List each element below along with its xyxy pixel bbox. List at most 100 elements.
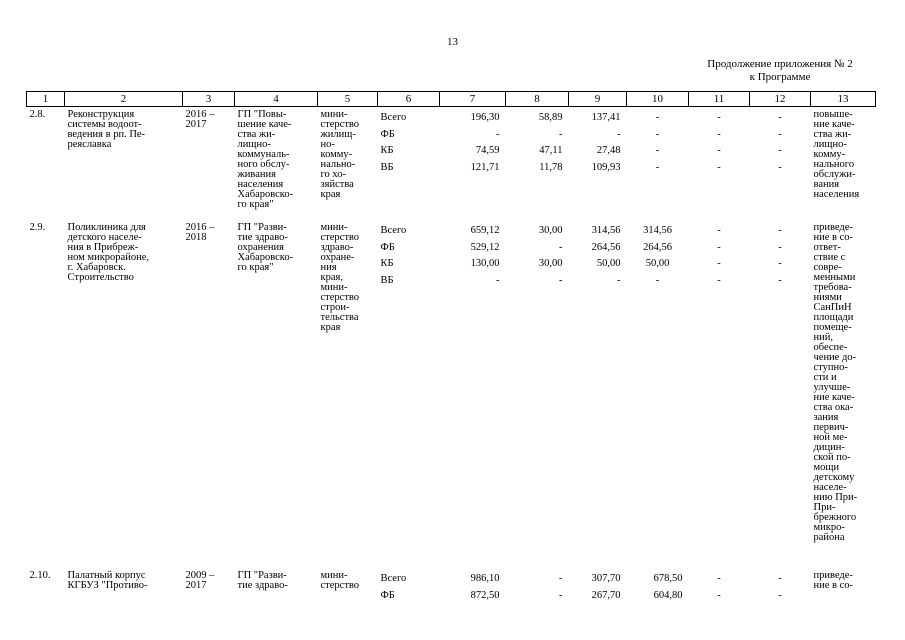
value-cell: 307,70	[591, 573, 621, 584]
value-cell: -	[717, 573, 721, 584]
executor: мини- стерство здраво- охране- ния края,…	[320, 222, 360, 333]
expected-result: приведе- ние в со- ответ- ствие с совре-…	[813, 222, 858, 543]
header-cell: 8	[505, 91, 569, 107]
value-cell: -	[559, 128, 563, 140]
period: 2009 – 2017	[185, 570, 215, 591]
value-cell: 264,56	[591, 241, 621, 253]
col11-values: - -	[689, 568, 750, 611]
value-cell: 986,10	[470, 573, 500, 584]
state-program: ГП "Разви- тие здраво-	[237, 570, 288, 591]
source-label: КБ	[380, 145, 394, 156]
value-cell: -	[496, 274, 500, 286]
table-row: 2.10. Палатный корпус КГБУЗ "Противо- 20…	[27, 568, 876, 611]
value-cell: -	[655, 128, 660, 140]
col8-values: 30,00 - 30,00 -	[506, 220, 569, 568]
value-cell: -	[717, 241, 721, 253]
value-cell: 109,93	[591, 161, 621, 173]
state-program: ГП "Повы- шение каче- ства жи- лищно- ко…	[237, 109, 294, 210]
col9-values: 314,56 264,56 50,00 -	[569, 220, 627, 568]
value-cell: 30,00	[538, 225, 563, 236]
col11-values: - - - -	[689, 220, 750, 568]
value-cell: -	[778, 145, 782, 156]
col8-values: - -	[506, 568, 569, 611]
funding-sources: Всего ФБ	[378, 568, 440, 611]
header-cell: 4	[234, 91, 318, 107]
header-cell: 3	[182, 91, 235, 107]
value-cell: -	[717, 589, 721, 601]
value-cell: 678,50	[653, 573, 683, 584]
value-cell: -	[717, 274, 721, 286]
page-number: 13	[447, 36, 458, 48]
value-cell: 30,00	[538, 258, 563, 269]
period: 2016 – 2018	[185, 222, 215, 243]
value-cell: 50,00	[596, 258, 621, 269]
col7-values: 196,30 - 74,59 121,71	[440, 107, 506, 221]
col10-values: 678,50 604,80	[627, 568, 689, 611]
header-cell: 9	[568, 91, 627, 107]
row-number: 2.10.	[29, 570, 51, 581]
value-cell: -	[778, 241, 782, 253]
value-cell: -	[717, 112, 721, 123]
header-row: 1 2 3 4 5 6 7 8 9 10 11 12 13	[26, 91, 876, 107]
col7-values: 659,12 529,12 130,00 -	[440, 220, 506, 568]
value-cell: -	[778, 258, 782, 269]
continuation-subtitle: к Программе	[749, 71, 811, 83]
value-cell: 529,12	[470, 241, 500, 253]
value-cell: -	[778, 161, 782, 173]
col12-values: - - - -	[750, 107, 811, 221]
value-cell: -	[717, 258, 721, 269]
header-cell: 5	[317, 91, 378, 107]
value-cell: -	[559, 241, 563, 253]
value-cell: 267,70	[591, 589, 621, 601]
continuation-heading: Продолжение приложения № 2 к Программе	[690, 58, 870, 84]
value-cell: -	[717, 161, 721, 173]
value-cell: 314,56	[591, 225, 621, 236]
value-cell: -	[717, 128, 721, 140]
continuation-title: Продолжение приложения № 2	[707, 58, 853, 70]
header-cell: 1	[26, 91, 65, 107]
row-number: 2.9.	[29, 222, 46, 233]
value-cell: 58,89	[538, 112, 563, 123]
col11-values: - - - -	[689, 107, 750, 221]
value-cell: -	[559, 274, 563, 286]
value-cell: -	[717, 225, 721, 236]
col10-values: 314,56 264,56 50,00 -	[627, 220, 689, 568]
source-label: ВБ	[380, 274, 394, 286]
source-label: Всего	[380, 573, 407, 584]
header-cell: 7	[439, 91, 506, 107]
value-cell: -	[655, 161, 660, 173]
expected-result: приведе- ние в со-	[813, 570, 854, 591]
header-cell: 11	[688, 91, 750, 107]
table-row: 2.8. Реконструкция системы водоот- веден…	[27, 107, 876, 221]
table-row: 2.9. Поликлиника для детского населе- ни…	[27, 220, 876, 568]
object-name: Поликлиника для детского населе- ния в П…	[67, 222, 150, 283]
source-label: КБ	[380, 258, 394, 269]
value-cell: 121,71	[470, 161, 500, 173]
value-cell: -	[717, 145, 721, 156]
value-cell: -	[655, 112, 660, 123]
executor: мини- стерство жилищ- но- комму- нально-…	[320, 109, 360, 200]
value-cell: 264,56	[643, 241, 672, 253]
value-cell: -	[778, 573, 782, 584]
col8-values: 58,89 - 47,11 11,78	[506, 107, 569, 221]
col7-values: 986,10 872,50	[440, 568, 506, 611]
col10-values: - - - -	[627, 107, 689, 221]
value-cell: -	[778, 225, 782, 236]
col12-values: - -	[750, 568, 811, 611]
funding-sources: Всего ФБ КБ ВБ	[378, 107, 440, 221]
value-cell: 47,11	[539, 145, 563, 156]
value-cell: -	[559, 573, 563, 584]
value-cell: -	[655, 274, 660, 286]
source-label: ФБ	[380, 128, 395, 140]
value-cell: -	[778, 128, 782, 140]
value-cell: 27,48	[596, 145, 621, 156]
value-cell: -	[559, 589, 563, 601]
col12-values: - - - -	[750, 220, 811, 568]
value-cell: 604,80	[653, 589, 683, 601]
state-program: ГП "Разви- тие здраво- охранения Хабаров…	[237, 222, 294, 273]
row-number: 2.8.	[29, 109, 46, 120]
value-cell: -	[496, 128, 500, 140]
value-cell: 130,00	[470, 258, 500, 269]
header-cell: 13	[810, 91, 876, 107]
value-cell: -	[655, 145, 660, 156]
